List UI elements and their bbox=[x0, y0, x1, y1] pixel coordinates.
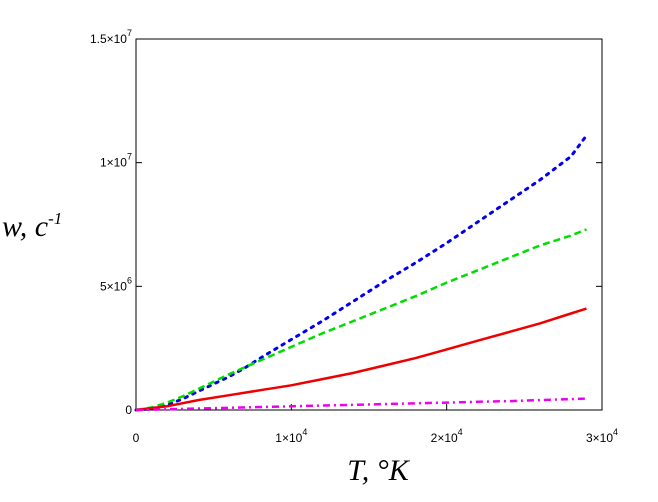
x-tick-label: 2×104 bbox=[431, 427, 463, 445]
x-tick-labels: 0 1×104 2×104 3×104 bbox=[133, 427, 618, 445]
series-line-dotted bbox=[134, 134, 588, 412]
x-tick-label: 3×104 bbox=[586, 427, 618, 445]
plot-border bbox=[135, 38, 603, 411]
y-tick-label: 0 bbox=[125, 403, 132, 417]
series-layer bbox=[134, 134, 588, 412]
series-line-dash-dot bbox=[135, 397, 587, 412]
series-line-solid bbox=[135, 307, 587, 412]
y-axis-label-superscript: -1 bbox=[48, 209, 62, 228]
plot-frame bbox=[135, 38, 603, 411]
x-tick-label: 0 bbox=[133, 431, 140, 445]
y-tick-label: 1×107 bbox=[100, 152, 132, 170]
x-axis-label: T, °K bbox=[347, 454, 410, 487]
y-axis-label-text: w, c bbox=[2, 210, 48, 243]
series-line-dashed bbox=[135, 228, 587, 412]
y-tick-labels: 0 5×106 1×107 1.5×107 bbox=[90, 28, 132, 417]
y-tick-label: 5×106 bbox=[100, 275, 132, 293]
y-axis-label: w, c-1 bbox=[2, 209, 62, 243]
y-tick-label: 1.5×107 bbox=[90, 28, 132, 46]
x-tick-label: 1×104 bbox=[275, 427, 307, 445]
